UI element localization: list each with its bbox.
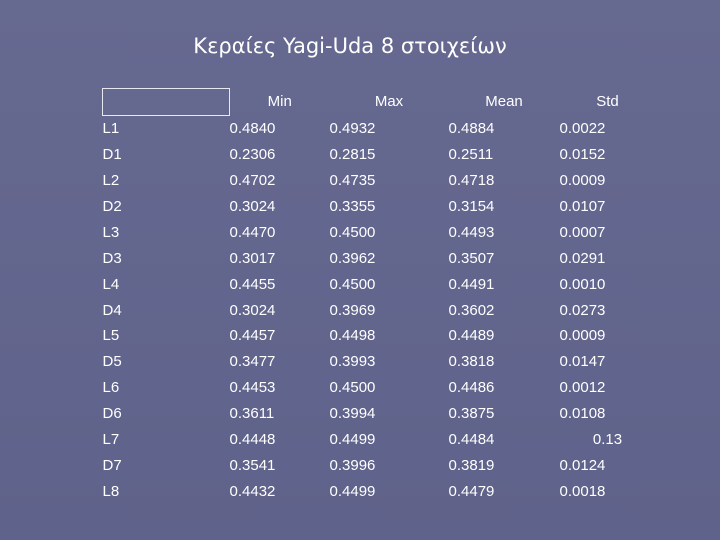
table-row: L7 0.4448 0.4499 0.4484 0.13 bbox=[103, 427, 656, 453]
cell-min: 0.3611 bbox=[229, 405, 275, 423]
cell-mean: 0.4718 bbox=[448, 172, 495, 190]
header-stub-cell bbox=[102, 88, 230, 116]
cell-max: 0.3994 bbox=[329, 405, 376, 423]
cell-std: 0.0273 bbox=[559, 301, 606, 319]
table-row: D6 0.3611 0.3994 0.3875 0.0108 bbox=[103, 401, 656, 427]
table-row: L2 0.4702 0.4735 0.4718 0.0009 bbox=[103, 168, 656, 194]
cell-std: 0.0108 bbox=[559, 405, 606, 423]
table-row: L5 0.4457 0.4498 0.4489 0.0009 bbox=[103, 323, 656, 349]
table-body: L1 0.4840 0.4932 0.4884 0.0022 D1 0.2306 0.2815… bbox=[103, 115, 656, 504]
cell-max: 0.4500 bbox=[329, 223, 376, 241]
table-row: D4 0.3024 0.3969 0.3602 0.0273 bbox=[103, 297, 656, 323]
cell-max: 0.4498 bbox=[329, 327, 376, 345]
table-row: D1 0.2306 0.2815 0.2511 0.0152 bbox=[103, 142, 656, 168]
cell-mean: 0.3819 bbox=[448, 456, 495, 474]
header-row: Min Max Mean Std bbox=[102, 88, 656, 116]
cell-std: 0.0107 bbox=[559, 198, 606, 215]
cell-min: 0.4702 bbox=[229, 172, 276, 190]
cell-std: 0.0124 bbox=[559, 456, 606, 474]
row-label: L3 bbox=[102, 223, 120, 241]
table-row: D2 0.3024 0.3355 0.3154 0.0107 bbox=[103, 194, 656, 220]
row-label: L5 bbox=[102, 327, 120, 345]
statistics-table: Min Max Mean Std L1 0.4840 0.4932 0.4884 0.0… bbox=[102, 88, 656, 504]
cell-mean: 0.4489 bbox=[448, 327, 495, 345]
header-max: Max bbox=[374, 93, 404, 111]
table-row: L4 0.4455 0.4500 0.4491 0.0010 bbox=[103, 271, 656, 297]
cell-mean: 0.4484 bbox=[448, 431, 495, 449]
row-label: L2 bbox=[102, 172, 120, 190]
cell-max: 0.4499 bbox=[329, 431, 376, 449]
cell-min: 0.3017 bbox=[229, 249, 276, 267]
cell-min: 0.4453 bbox=[229, 379, 276, 397]
table-row: D3 0.3017 0.3962 0.3507 0.0291 bbox=[103, 245, 656, 271]
cell-max: 0.4932 bbox=[329, 120, 376, 138]
row-label: D7 bbox=[102, 456, 122, 474]
cell-std: 0.0022 bbox=[559, 120, 606, 138]
cell-min: 0.3477 bbox=[229, 353, 276, 371]
cell-max: 0.3962 bbox=[329, 249, 376, 267]
row-label: L7 bbox=[102, 431, 120, 449]
cell-min: 0.4457 bbox=[229, 327, 276, 345]
cell-mean: 0.2511 bbox=[448, 146, 494, 164]
cell-std: 0.0007 bbox=[559, 223, 606, 241]
row-label: L6 bbox=[102, 379, 120, 397]
cell-mean: 0.3818 bbox=[448, 353, 495, 371]
row-label: D4 bbox=[102, 301, 122, 319]
cell-mean: 0.3875 bbox=[448, 405, 495, 423]
cell-max: 0.3996 bbox=[329, 456, 376, 474]
cell-std: 0.0010 bbox=[559, 275, 606, 293]
cell-min: 0.3541 bbox=[229, 456, 276, 474]
cell-std: 0.0009 bbox=[559, 172, 606, 190]
table-row: D7 0.3541 0.3996 0.3819 0.0124 bbox=[103, 452, 656, 478]
cell-mean: 0.4486 bbox=[448, 379, 495, 397]
cell-max: 0.4500 bbox=[329, 379, 376, 397]
row-label: L4 bbox=[102, 275, 120, 293]
cell-mean: 0.4491 bbox=[448, 275, 495, 293]
cell-min: 0.4448 bbox=[229, 431, 276, 449]
cell-max: 0.2815 bbox=[329, 146, 376, 164]
header-mean: Mean bbox=[485, 93, 523, 111]
cell-mean: 0.4493 bbox=[448, 223, 495, 241]
cell-max: 0.3355 bbox=[329, 198, 376, 215]
cell-min: 0.4470 bbox=[229, 223, 276, 241]
row-label: L8 bbox=[102, 482, 120, 500]
cell-std: 0.0147 bbox=[559, 353, 606, 371]
cell-std: 0.0012 bbox=[559, 379, 606, 397]
cell-std: 0.13 bbox=[592, 431, 623, 449]
cell-std: 0.0152 bbox=[559, 146, 606, 164]
header-min: Min bbox=[267, 93, 292, 111]
cell-mean: 0.3154 bbox=[448, 198, 495, 215]
cell-max: 0.3993 bbox=[329, 353, 376, 371]
row-label: D1 bbox=[102, 146, 122, 164]
row-label: D2 bbox=[102, 198, 122, 215]
cell-std: 0.0009 bbox=[559, 327, 606, 345]
table-row: L6 0.4453 0.4500 0.4486 0.0012 bbox=[103, 375, 656, 401]
cell-max: 0.4735 bbox=[329, 172, 376, 190]
table-row: D5 0.3477 0.3993 0.3818 0.0147 bbox=[103, 349, 656, 375]
cell-max: 0.3969 bbox=[329, 301, 376, 319]
row-label: D6 bbox=[102, 405, 122, 423]
cell-mean: 0.3602 bbox=[448, 301, 495, 319]
row-label: D3 bbox=[102, 249, 122, 267]
cell-mean: 0.4884 bbox=[448, 120, 495, 138]
cell-min: 0.4840 bbox=[229, 120, 276, 138]
table-row: L3 0.4470 0.4500 0.4493 0.0007 bbox=[103, 219, 656, 245]
cell-mean: 0.3507 bbox=[448, 249, 495, 267]
row-label: L1 bbox=[102, 120, 120, 138]
cell-min: 0.3024 bbox=[229, 198, 276, 215]
cell-mean: 0.4479 bbox=[448, 482, 495, 500]
cell-std: 0.0018 bbox=[559, 482, 606, 500]
slide-title: Κεραίες Yagi-Uda 8 στοιχείων bbox=[193, 34, 507, 58]
cell-min: 0.3024 bbox=[229, 301, 276, 319]
cell-max: 0.4499 bbox=[329, 482, 376, 500]
table-row: L1 0.4840 0.4932 0.4884 0.0022 bbox=[103, 115, 656, 141]
cell-min: 0.4432 bbox=[229, 482, 276, 500]
table-row: L8 0.4432 0.4499 0.4479 0.0018 bbox=[103, 478, 656, 504]
cell-max: 0.4500 bbox=[329, 275, 376, 293]
row-label: D5 bbox=[102, 353, 122, 371]
header-std: Std bbox=[596, 93, 619, 111]
cell-min: 0.4455 bbox=[229, 275, 276, 293]
cell-std: 0.0291 bbox=[559, 249, 606, 267]
cell-min: 0.2306 bbox=[229, 146, 276, 164]
